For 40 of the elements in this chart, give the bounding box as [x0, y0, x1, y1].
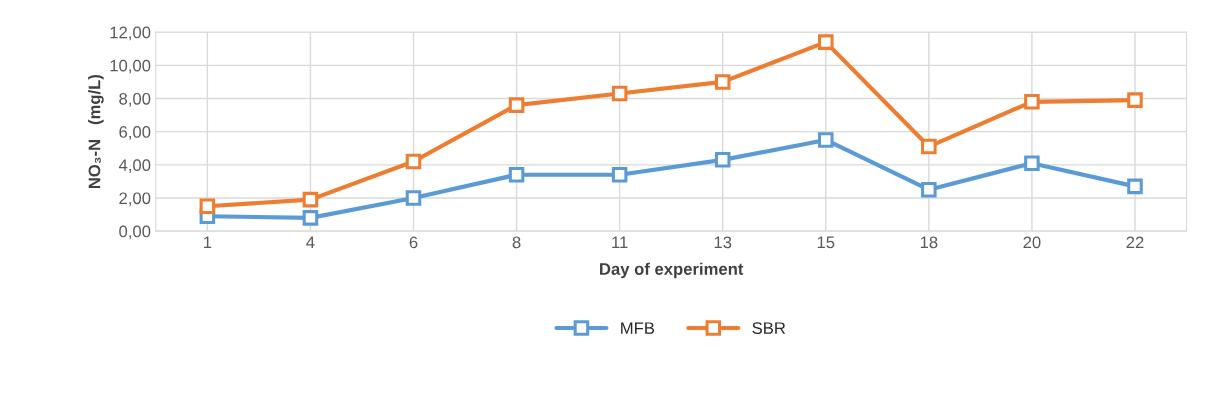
- point: [714, 152, 731, 168]
- point: [611, 85, 628, 102]
- legend-label: MFB: [621, 322, 655, 334]
- x-tick-label: 20: [1023, 236, 1041, 249]
- point: [921, 181, 937, 198]
- x-tick-label: 22: [1126, 236, 1144, 249]
- x-tick-label: 18: [920, 236, 938, 249]
- y-tick-label: 10,00: [110, 59, 151, 74]
- x-tick-label: 4: [306, 236, 315, 249]
- point: [1024, 155, 1040, 171]
- y-tick-label: 8,00: [119, 92, 151, 107]
- legend-label: SBR: [752, 322, 786, 335]
- y-tick-label: 2,00: [119, 192, 151, 207]
- x-tick-label: 15: [817, 236, 835, 249]
- y-tick-label: 12,00: [110, 26, 151, 41]
- y-tick-label: 0,00: [119, 225, 151, 240]
- x-axis-title: Day of experiment: [600, 262, 744, 279]
- point: [302, 191, 319, 208]
- point: [1127, 92, 1143, 108]
- x-tick-label: 11: [612, 236, 628, 249]
- x-tick-label: 8: [512, 236, 521, 249]
- point: [508, 166, 525, 183]
- point: [199, 198, 216, 215]
- y-tick-label: 4,00: [118, 159, 151, 173]
- x-tick-label: 6: [409, 236, 418, 249]
- point: [921, 138, 937, 155]
- point: [405, 153, 422, 170]
- point: [302, 210, 319, 226]
- point: [817, 132, 834, 148]
- x-tick-label: 13: [714, 236, 732, 249]
- y-tick-label: 6,00: [119, 126, 151, 140]
- point: [817, 34, 834, 50]
- point: [1127, 178, 1143, 195]
- y-axis-title: NO₃-N (mg/L): [88, 74, 104, 189]
- x-tick-label: 1: [204, 236, 212, 249]
- point: [714, 74, 731, 90]
- point: [508, 97, 525, 113]
- point: [405, 190, 422, 206]
- point: [1024, 94, 1040, 110]
- point: [611, 166, 628, 183]
